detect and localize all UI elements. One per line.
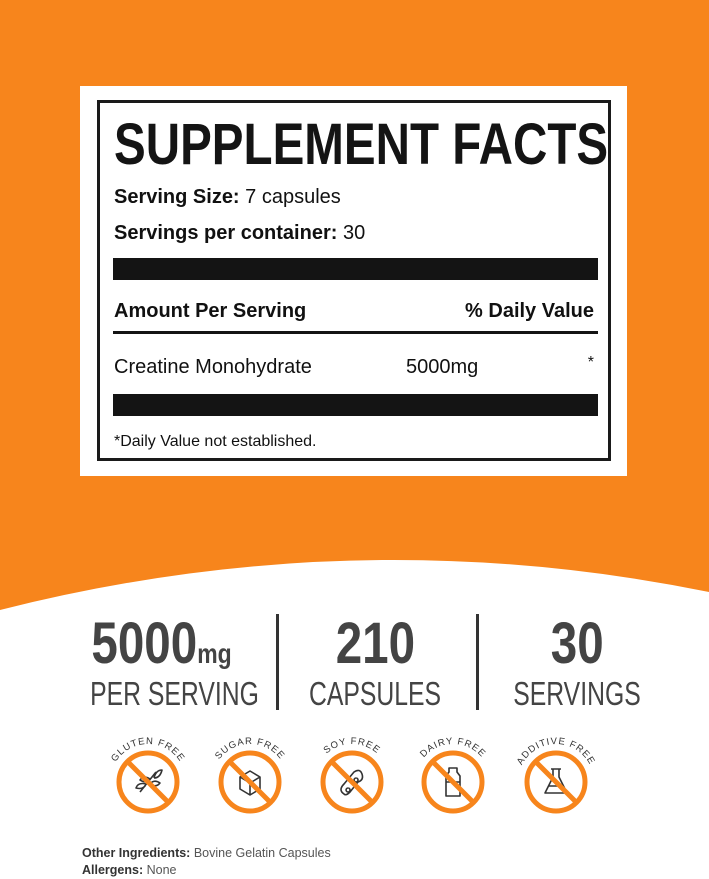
stat-capsules: 210 CAPSULES (275, 614, 475, 714)
facts-title: SUPPLEMENT FACTS (114, 112, 609, 177)
supplement-facts-card: SUPPLEMENT FACTS Serving Size: 7 capsule… (80, 86, 627, 476)
prohibited-circle-icon (421, 750, 485, 814)
serving-size-label: Serving Size: (114, 186, 240, 208)
badge-sugar-free: SUGAR FREE (213, 736, 287, 814)
badge-soy-free: SOY FREE (320, 736, 384, 814)
amount-header: Amount Per Serving (114, 300, 307, 322)
footnote: *Daily Value not established. (114, 433, 317, 450)
servings-label: Servings per container: (114, 222, 338, 244)
ingredient-dv: * (587, 354, 594, 371)
badge-label: DAIRY FREE (418, 736, 488, 760)
divider-bar (113, 394, 598, 416)
stat-value: 30 (550, 611, 604, 676)
divider-line (113, 331, 598, 334)
prohibited-circle-icon (218, 750, 282, 814)
badge-label: SUGAR FREE (213, 736, 287, 762)
stat-servings: 30 SERVINGS (477, 614, 677, 714)
dv-header: % Daily Value (465, 300, 594, 322)
stat-value: 210 (335, 611, 415, 676)
ingredient-amount: 5000mg (406, 356, 479, 378)
other-ingredients-label: Other Ingredients: (82, 846, 191, 860)
stat-unit: mg (197, 638, 233, 669)
prohibited-circle-icon (116, 750, 180, 814)
divider-bar (113, 258, 598, 280)
free-from-badges: GLUTEN FREE SUGAR FREE SOY FREE DAIRY FR… (109, 736, 596, 814)
badge-additive-free: ADDITIVE FREE (515, 736, 596, 814)
supplement-facts-panel: SUPPLEMENT FACTS Serving Size: 7 capsule… (97, 100, 611, 461)
allergens-label: Allergens: (82, 863, 144, 877)
stat-divider (276, 614, 279, 710)
allergens-value: None (146, 863, 177, 877)
stat-per-serving: 5000mg PER SERVING (62, 614, 262, 714)
prohibited-slash-icon (534, 760, 578, 804)
badge-gluten-free: GLUTEN FREE (109, 736, 187, 814)
stat-label: PER SERVING (90, 675, 259, 712)
prohibited-circle-icon (320, 750, 384, 814)
prohibited-circle-icon (524, 750, 588, 814)
stat-divider (476, 614, 479, 710)
prohibited-slash-icon (330, 760, 374, 804)
prohibited-slash-icon (126, 760, 170, 804)
servings-value: 30 (342, 222, 366, 244)
badge-label: GLUTEN FREE (109, 736, 187, 764)
stat-label: CAPSULES (308, 675, 442, 712)
other-ingredients-value: Bovine Gelatin Capsules (193, 846, 331, 860)
serving-size-value: 7 capsules (245, 186, 341, 208)
stat-label: SERVINGS (513, 675, 641, 712)
prohibited-slash-icon (431, 760, 475, 804)
stat-value: 5000 (91, 611, 198, 676)
soybean-icon (340, 769, 364, 796)
prohibited-slash-icon (228, 760, 272, 804)
ingredient-name: Creatine Monohydrate (114, 356, 312, 378)
badge-dairy-free: DAIRY FREE (418, 736, 488, 814)
